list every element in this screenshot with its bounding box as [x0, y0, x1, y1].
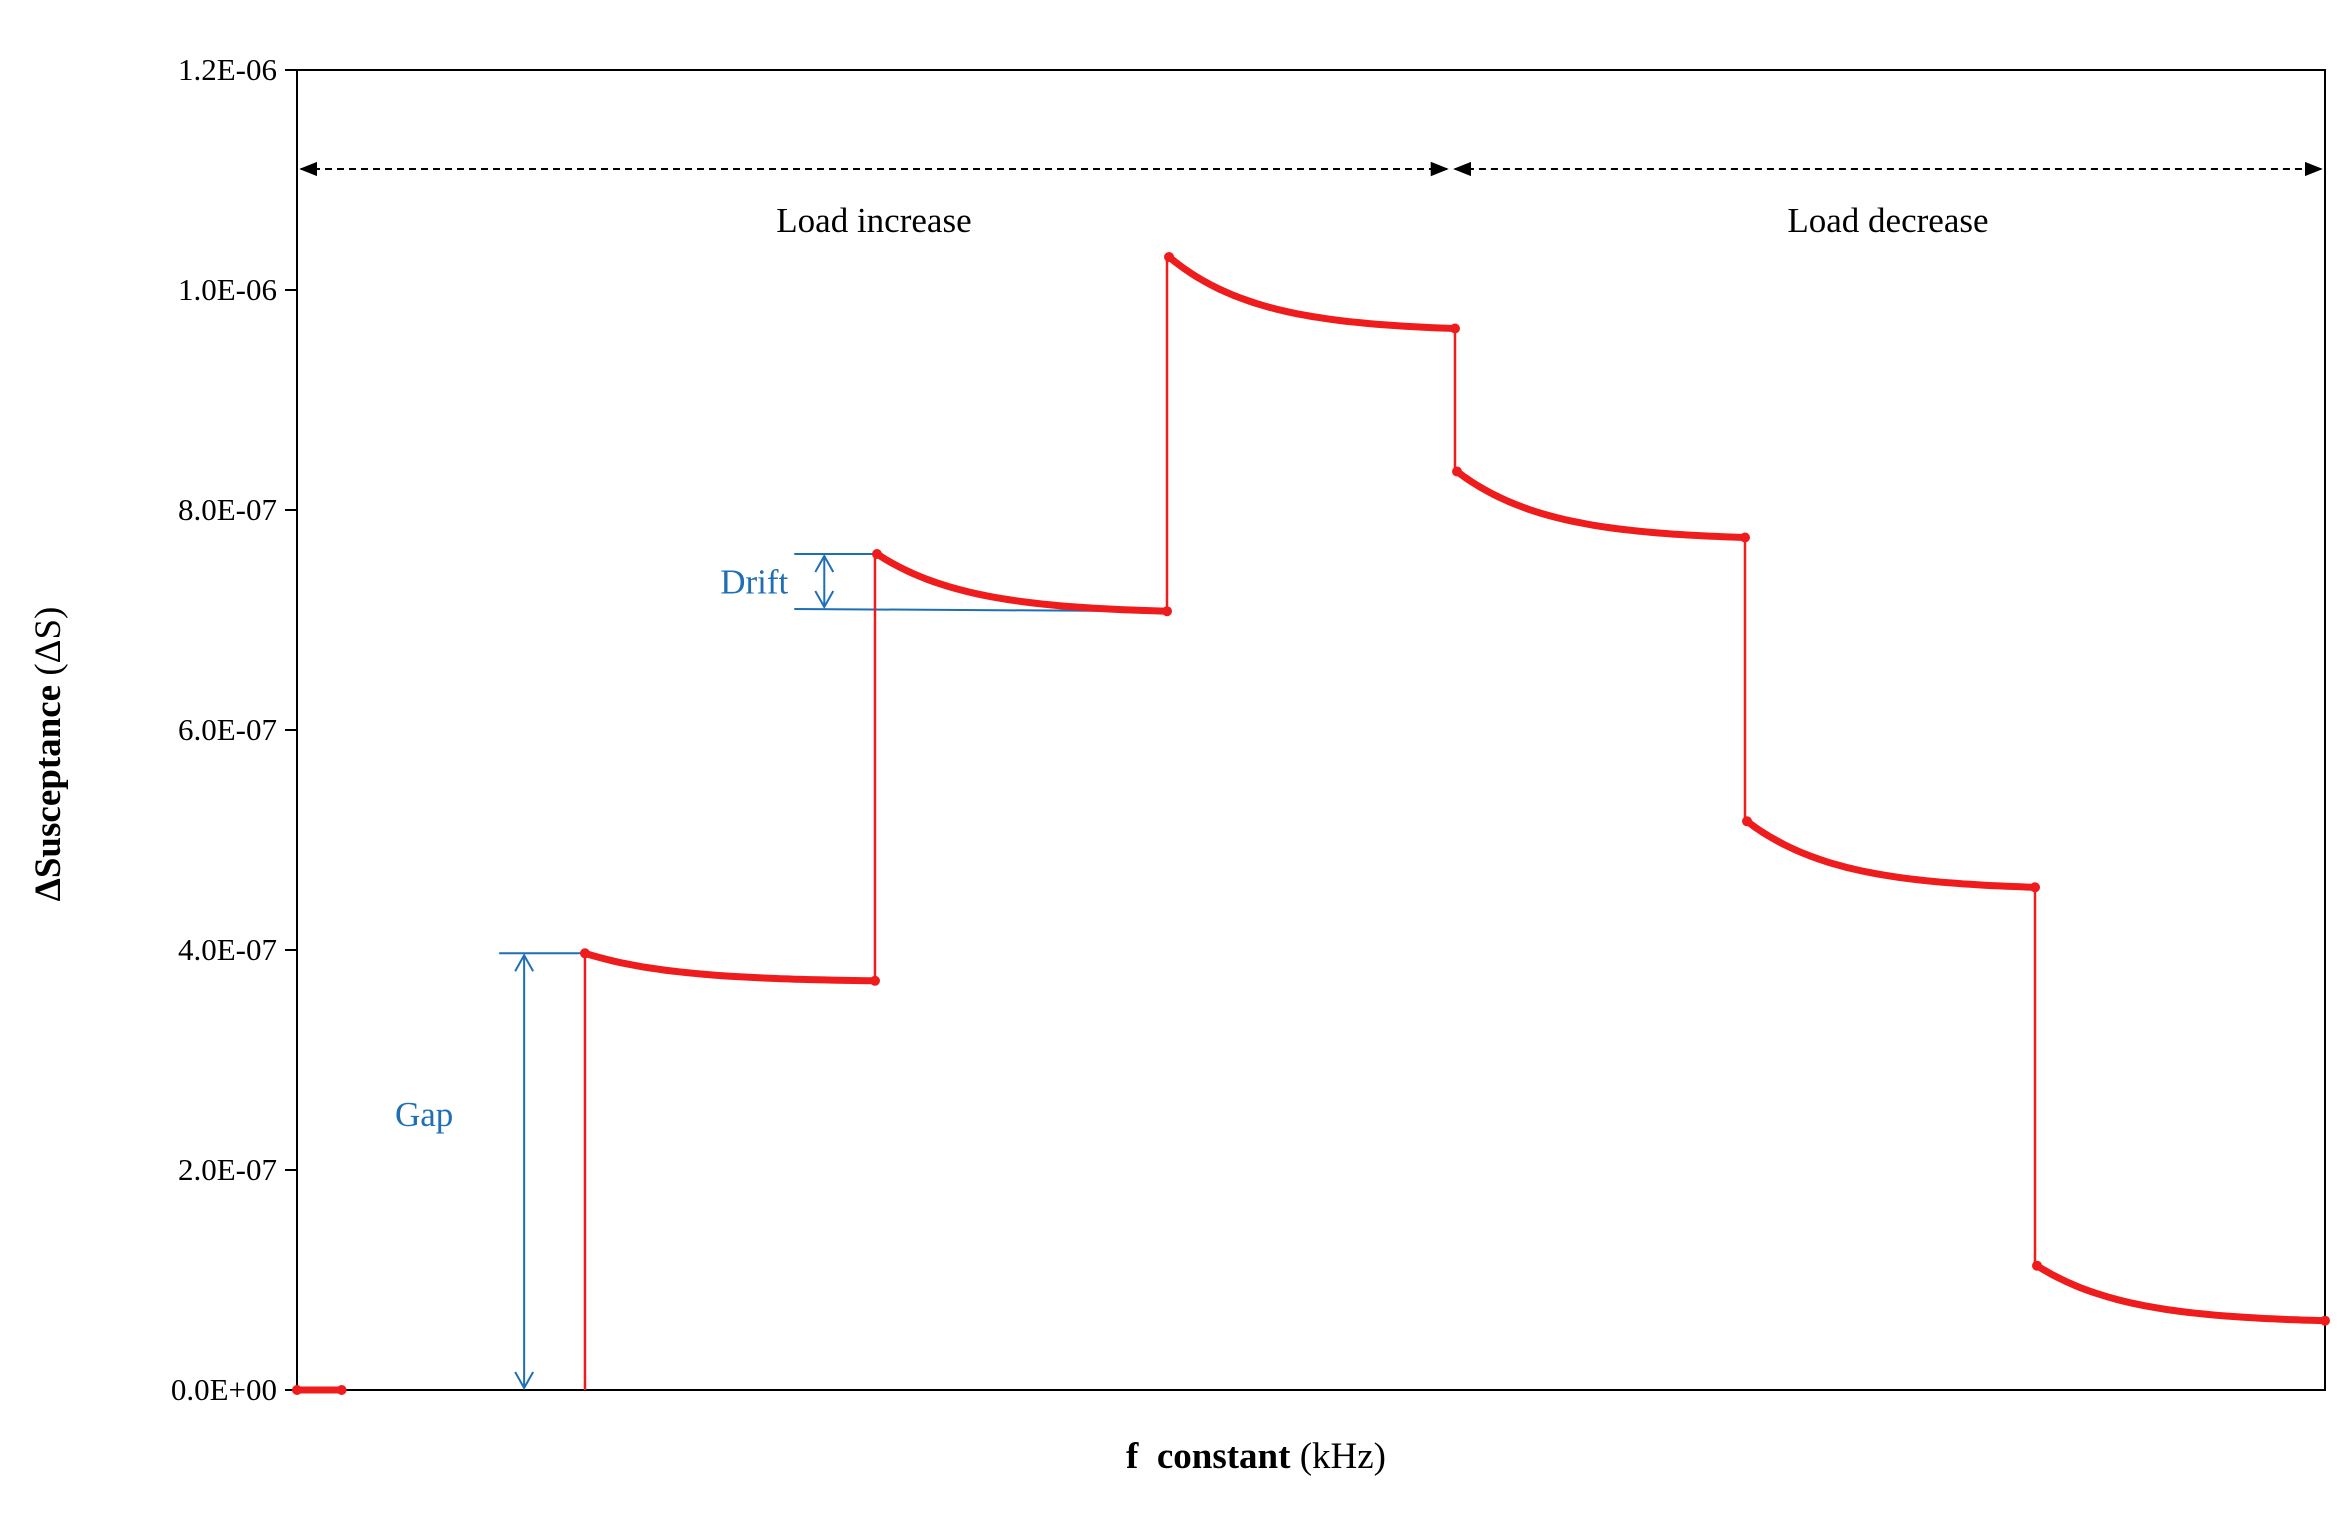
series-point	[1739, 532, 1750, 543]
series-segment	[2033, 1262, 2329, 1325]
annotation-arrowhead	[814, 553, 835, 573]
y-tick-label: 0.0E+00	[171, 1372, 277, 1407]
y-tick-label: 8.0E-07	[178, 492, 277, 527]
x-axis-title-bold: f constant	[1126, 1436, 1291, 1477]
y-tick-label: 4.0E-07	[178, 932, 277, 967]
y-axis-ticks: 0.0E+00 2.0E-07 4.0E-07 6.0E-07 8.0E-07 1.0E-…	[171, 52, 297, 1407]
plot-frame	[296, 69, 2326, 1391]
y-tick-label: 6.0E-07	[178, 712, 277, 747]
gap-label: Gap	[395, 1095, 453, 1134]
region-label-increase: Load increase	[776, 201, 971, 240]
annotation-arrowhead	[514, 1371, 535, 1391]
y-tick-label: 1.2E-06	[178, 52, 277, 87]
region-label-decrease: Load decrease	[1787, 201, 1988, 240]
series-susceptance	[292, 252, 2330, 1395]
series-point	[1449, 323, 1460, 334]
series-point	[292, 1385, 302, 1395]
series-point	[579, 948, 590, 959]
series-point	[2032, 1260, 2043, 1271]
annotation-arrowhead	[814, 590, 835, 610]
series-point	[869, 975, 880, 986]
drift-label: Drift	[720, 563, 788, 602]
series-segment	[1743, 817, 2039, 891]
series-point	[336, 1385, 347, 1395]
plot-border	[296, 69, 2326, 1391]
y-axis-title: ΔSusceptance (ΔS)	[28, 607, 69, 902]
y-tick-label: 2.0E-07	[178, 1152, 277, 1187]
series-point	[1162, 606, 1173, 617]
y-axis-title-unit: (ΔS)	[28, 607, 69, 685]
series-point	[2029, 882, 2040, 893]
series-point	[1164, 252, 1175, 262]
series-segment	[1165, 253, 1459, 332]
annotation-arrowhead	[514, 953, 535, 972]
series-segment	[873, 550, 1171, 615]
x-axis-title: f constant (kHz)	[1126, 1436, 1386, 1477]
series-point	[872, 549, 883, 559]
region-markers: Load increase Load decrease	[299, 161, 2323, 240]
y-axis-title-bold: ΔSusceptance	[28, 685, 69, 901]
series-point	[1742, 816, 1753, 827]
x-axis-title-unit: (kHz)	[1290, 1436, 1386, 1477]
series-segment	[1453, 468, 1749, 541]
series-segment	[581, 949, 879, 985]
series-point	[1452, 466, 1463, 477]
y-tick-label: 1.0E-06	[178, 272, 277, 307]
series-point	[2320, 1315, 2330, 1326]
annotations: Drift Gap	[395, 553, 1168, 1391]
